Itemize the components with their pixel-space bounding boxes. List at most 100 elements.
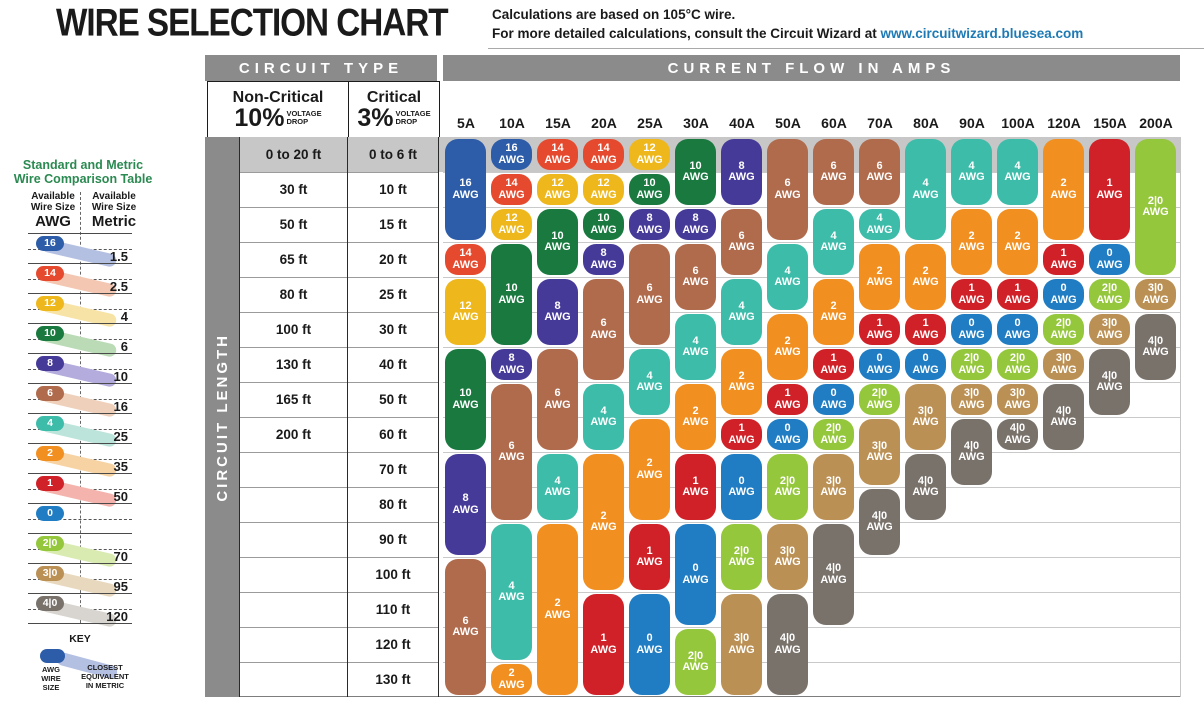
awg-size-badge: 14 [36,266,64,281]
metric-size-value: 70 [113,549,128,564]
grid-row-line [443,592,1180,593]
grid-row-line [443,522,1180,523]
row-label-non-critical: 50 ft [279,217,308,232]
wire-pill-5A-12: 12 AWG [445,279,486,345]
awg-column-header: Available Wire Size AWG [30,191,76,230]
wire-pill-150A-3|0: 3|0 AWG [1089,314,1130,345]
awg-size-badge: 4 [36,416,64,431]
wire-pill-120A-4|0: 4|0 AWG [1043,384,1084,450]
grid-row-line [443,627,1180,628]
comparison-row: 1 50 [28,473,132,508]
wire-pill-100A-4|0: 4|0 AWG [997,419,1038,450]
page-title: WIRE SELECTION CHART [56,0,449,44]
grid-row-line [443,207,1180,208]
comparison-row: 6 16 [28,383,132,418]
comparison-row: 4 25 [28,413,132,448]
wire-pill-120A-1: 1 AWG [1043,244,1084,275]
header-note: Calculations are based on 105°C wire. Fo… [492,5,1083,43]
wire-pill-20A-6: 6 AWG [583,279,624,380]
awg-size-badge: 8 [36,356,64,371]
wire-pill-50A-4|0: 4|0 AWG [767,594,808,695]
amp-col-header: 25A [637,115,663,131]
wire-pill-90A-1: 1 AWG [951,279,992,310]
row-label-critical: 70 ft [379,462,407,477]
metric-size-value: 120 [106,609,128,624]
wire-pill-150A-4|0: 4|0 AWG [1089,349,1130,415]
wire-pill-30A-8: 8 AWG [675,209,716,240]
wire-pill-40A-4: 4 AWG [721,279,762,345]
non-critical-title: Non-Critical [232,89,324,106]
metric-size-value: 35 [113,459,128,474]
critical-title: Critical [366,89,422,106]
metric-size-value: 25 [113,429,128,444]
row-label-critical: 100 ft [375,567,411,582]
wire-pill-90A-4|0: 4|0 AWG [951,419,992,485]
label-row-line [240,662,438,663]
row-label-critical: 130 ft [375,672,411,687]
wire-pill-20A-1: 1 AWG [583,594,624,695]
row-label-non-critical: 100 ft [275,322,312,337]
grid-row-line [443,452,1180,453]
comparison-row: 3|0 95 [28,563,132,598]
wire-pill-25A-4: 4 AWG [629,349,670,415]
row-label-critical: 60 ft [379,427,407,442]
amp-col-header: 30A [683,115,709,131]
wire-pill-60A-6: 6 AWG [813,139,854,205]
wire-pill-80A-2: 2 AWG [905,244,946,310]
wire-pill-20A-2: 2 AWG [583,454,624,590]
wire-pill-200A-2|0: 2|0 AWG [1135,139,1176,275]
wire-pill-5A-14: 14 AWG [445,244,486,275]
row-label-non-critical: 0 to 20 ft [265,147,322,162]
grid-row-line [443,347,1180,348]
row-label-critical: 50 ft [379,392,407,407]
comparison-row: 12 4 [28,293,132,328]
header-divider [488,48,1204,49]
label-row-line [240,312,438,313]
row-label-critical: 90 ft [379,532,407,547]
wire-pill-60A-2|0: 2|0 AWG [813,419,854,450]
current-flow-header: CURRENT FLOW IN AMPS [443,55,1180,81]
wire-pill-150A-2|0: 2|0 AWG [1089,279,1130,310]
wire-pill-25A-0: 0 AWG [629,594,670,695]
wire-pill-15A-8: 8 AWG [537,279,578,345]
comparison-row: 2 35 [28,443,132,478]
wire-pill-90A-4: 4 AWG [951,139,992,205]
wire-pill-40A-3|0: 3|0 AWG [721,594,762,695]
amp-col-header: 100A [1001,115,1035,131]
wire-pill-100A-2|0: 2|0 AWG [997,349,1038,380]
row-label-critical: 0 to 6 ft [368,147,417,162]
wire-pill-120A-2: 2 AWG [1043,139,1084,240]
row-label-critical: 80 ft [379,497,407,512]
wire-pill-50A-4: 4 AWG [767,244,808,310]
wire-pill-40A-1: 1 AWG [721,419,762,450]
awg-size-badge: 0 [36,506,64,521]
wire-pill-50A-0: 0 AWG [767,419,808,450]
row-label-non-critical [240,627,347,662]
key-awg-pill [40,649,65,663]
metric-size-value: 4 [120,309,128,324]
key-metric-label: CLOSEST EQUIVALENT IN METRIC [81,663,129,690]
wire-pill-90A-3|0: 3|0 AWG [951,384,992,415]
wire-pill-10A-12: 12 AWG [491,209,532,240]
amp-col-header: 200A [1139,115,1173,131]
wire-pill-10A-8: 8 AWG [491,349,532,380]
wire-pill-50A-1: 1 AWG [767,384,808,415]
wire-pill-40A-0: 0 AWG [721,454,762,520]
metric-size-value: 50 [113,489,128,504]
awg-size-badge: 2|0 [36,536,64,551]
comparison-row: 2|0 70 [28,533,132,568]
circuit-wizard-link[interactable]: www.circuitwizard.bluesea.com [880,26,1084,41]
row-label-non-critical [240,557,347,592]
amp-col-header: 20A [591,115,617,131]
wire-pill-60A-4|0: 4|0 AWG [813,524,854,625]
amp-col-header: 5A [457,115,475,131]
row-label-critical: 40 ft [379,357,407,372]
amp-col-header: 50A [775,115,801,131]
row-label-critical: 20 ft [379,252,407,267]
label-row-line [240,627,438,628]
row-label-critical: 25 ft [379,287,407,302]
table-bottom-line [239,696,1180,697]
wire-pill-70A-3|0: 3|0 AWG [859,419,900,485]
critical-percent: 3% [357,104,394,132]
non-critical-voltage-drop: VOLTAGE DROP [286,109,322,126]
